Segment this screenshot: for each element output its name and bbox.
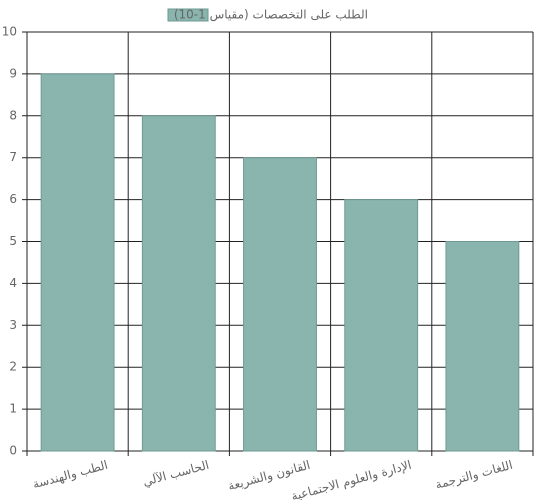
x-tick-label: الطب والهندسة [31,458,109,492]
y-tick-label: 2 [9,360,17,374]
legend-label: الطلب على التخصصات (مقياس 1-10) [174,8,368,23]
x-tick-label: الحاسب الآلي [141,458,210,489]
y-tick-label: 0 [9,444,17,458]
y-tick-label: 6 [9,192,17,206]
y-tick-label: 7 [9,150,17,164]
bar [344,199,419,452]
y-tick-label: 5 [9,234,17,248]
bar [40,73,115,452]
bar [445,241,520,452]
y-tick-label: 8 [9,108,17,122]
bar [243,157,317,452]
bar [141,115,216,452]
y-tick-label: 3 [9,318,17,332]
y-tick-label: 1 [9,402,17,416]
legend-swatch [167,8,209,22]
y-tick-label: 9 [9,66,17,80]
y-tick-label: 10 [2,25,17,39]
x-tick-label: اللغات والترجمة [434,458,515,493]
y-tick-label: 4 [9,276,17,290]
